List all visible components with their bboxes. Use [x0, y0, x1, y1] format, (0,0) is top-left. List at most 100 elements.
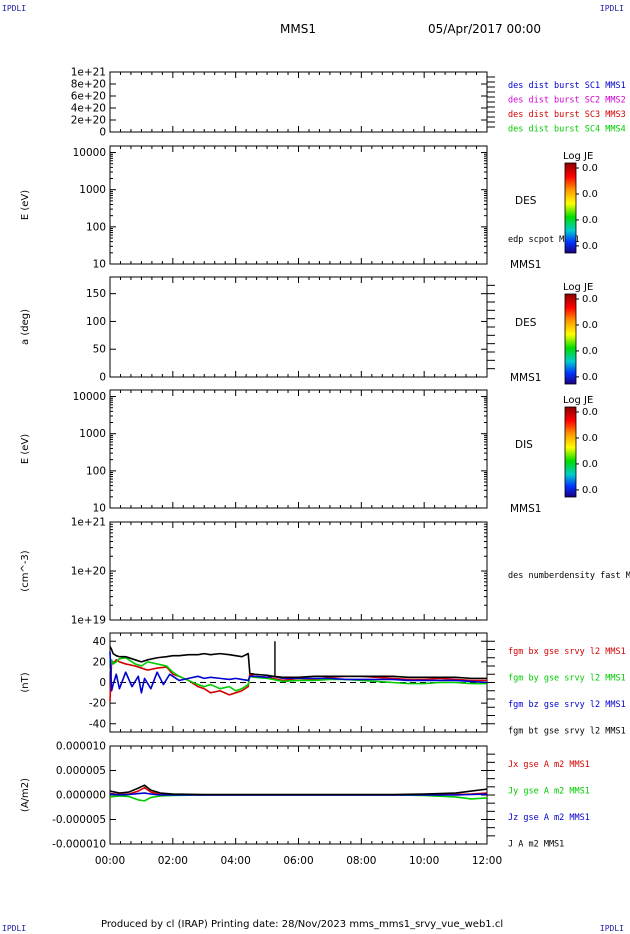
time-tick-label: 04:00 [221, 855, 251, 867]
y-tick-label: 6e+20 [71, 91, 106, 103]
y-tick-label: 20 [93, 656, 106, 668]
instrument-label: DES [515, 195, 537, 207]
panel-frame-des-energy [109, 145, 488, 265]
legend-entry: des dist burst SC3 MMS3 [508, 110, 626, 120]
y-axis-label: E (eV) [20, 434, 31, 464]
y-tick-label: 0.000000 [56, 790, 106, 802]
time-tick-label: 06:00 [283, 855, 313, 867]
y-tick-label: 50 [93, 344, 106, 356]
time-tick-label: 10:00 [409, 855, 439, 867]
corner-mark-bottom-left: IPDLI [2, 924, 27, 933]
colorbar-label: 0.0 [582, 241, 598, 252]
y-tick-label: 100 [86, 465, 106, 477]
legend-entry: des numberdensity fast M [508, 571, 630, 581]
panel-frame-density [109, 521, 488, 621]
series-line-Jy-gse-A-m2-MMS1 [109, 794, 488, 802]
panel-frame-dis-energy [109, 389, 488, 509]
colorbar-label: 0.0 [582, 433, 598, 444]
colorbar [564, 162, 577, 254]
legend-entry: Jx gse A m2 MMS1 [508, 760, 590, 770]
spacecraft-title: MMS1 [280, 22, 316, 36]
y-tick-label: -40 [89, 718, 106, 730]
time-tick-label: 12:00 [472, 855, 502, 867]
y-tick-label: 40 [93, 636, 106, 648]
y-axis-label: (A/m2) [20, 778, 31, 812]
series-line-fgm-bx-gse-srvy-l2-MMS1 [109, 659, 487, 702]
legend-entry: des dist burst SC2 MMS2 [508, 96, 626, 106]
colorbar-title: Log JE [563, 151, 593, 162]
colorbar-title: Log JE [563, 395, 593, 406]
y-tick-label: 10 [93, 259, 106, 271]
legend-entry: Jy gse A m2 MMS1 [508, 787, 590, 797]
colorbar-label: 0.0 [582, 459, 598, 470]
colorbar-label: 0.0 [582, 320, 598, 331]
plot-datetime: 05/Apr/2017 00:00 [428, 22, 542, 36]
legend-entry: Jz gse A m2 MMS1 [508, 813, 590, 823]
y-tick-label: 1e+21 [71, 67, 106, 79]
colorbar-label: 0.0 [582, 294, 598, 305]
y-tick-label: 100 [86, 316, 106, 328]
corner-mark-top-left: IPDLI [2, 4, 27, 13]
y-tick-label: 0.000010 [56, 741, 106, 753]
instrument-label: DIS [515, 439, 533, 451]
extra-label: edp scpot MMS1 [508, 235, 580, 245]
legend-entry: des dist burst SC4 MMS4 [508, 125, 626, 135]
legend-entry: fgm bz gse srvy l2 MMS1 [508, 700, 626, 710]
time-tick-label: 02:00 [158, 855, 188, 867]
legend-entry: fgm bt gse srvy l2 MMS1 [508, 727, 626, 737]
legend-entry: des dist burst SC1 MMS1 [508, 81, 626, 91]
colorbar-label: 0.0 [582, 163, 598, 174]
y-axis-label: E (eV) [20, 190, 31, 220]
y-tick-label: 1000 [79, 184, 106, 196]
y-axis-label: (nT) [20, 672, 31, 692]
series-line-fgm-by-gse-srvy-l2-MMS1 [109, 656, 487, 692]
colorbar-label: 0.0 [582, 485, 598, 496]
colorbar-label: 0.0 [582, 189, 598, 200]
series-line-fgm-bz-gse-srvy-l2-MMS1 [109, 651, 488, 694]
spacecraft-label: MMS1 [510, 259, 541, 271]
y-tick-label: 0.000005 [56, 765, 106, 777]
panel-frame-des-pitch [109, 276, 488, 378]
legend-entry: fgm by gse srvy l2 MMS1 [508, 674, 626, 684]
y-tick-label: 4e+20 [71, 103, 106, 115]
y-tick-label: -0.000005 [52, 814, 106, 826]
y-tick-label: 1e+20 [71, 566, 106, 578]
instrument-label: DES [515, 317, 537, 329]
y-tick-label: 1000 [79, 428, 106, 440]
y-axis-label: a (deg) [20, 309, 31, 345]
colorbar [564, 406, 577, 498]
y-tick-label: 1e+21 [71, 517, 106, 529]
colorbar-title: Log JE [563, 282, 593, 293]
colorbar-label: 0.0 [582, 407, 598, 418]
time-tick-label: 00:00 [95, 855, 125, 867]
y-tick-label: 8e+20 [71, 79, 106, 91]
colorbar-label: 0.0 [582, 346, 598, 357]
y-tick-label: 0 [99, 372, 106, 384]
legend-entry: J A m2 MMS1 [508, 840, 564, 850]
y-tick-label: 150 [86, 288, 106, 300]
corner-mark-bottom-right: IPDLI [599, 924, 624, 933]
panel-frame-dist-burst [109, 71, 488, 133]
series-line-fgm-bt-gse-srvy-l2-MMS1 [109, 646, 487, 680]
y-tick-label: 10 [93, 503, 106, 515]
y-axis-label: (cm^-3) [20, 550, 31, 591]
y-tick-label: 100 [86, 221, 106, 233]
series-line-J-A-m2-MMS1 [109, 784, 488, 796]
time-tick-label: 08:00 [346, 855, 376, 867]
y-tick-label: 2e+20 [71, 115, 106, 127]
legend-entry: fgm bx gse srvy l2 MMS1 [508, 647, 626, 657]
footer-credits: Produced by cl (IRAP) Printing date: 28/… [101, 919, 504, 930]
y-tick-label: 1e+19 [71, 615, 106, 627]
y-tick-label: 0 [99, 127, 106, 139]
y-tick-label: 10000 [73, 147, 106, 159]
colorbar-label: 0.0 [582, 215, 598, 226]
spacecraft-label: MMS1 [510, 503, 541, 515]
y-tick-label: -20 [89, 698, 106, 710]
corner-mark-top-right: IPDLI [599, 4, 624, 13]
spacecraft-label: MMS1 [510, 372, 541, 384]
y-tick-label: 10000 [73, 391, 106, 403]
y-tick-label: -0.000010 [52, 839, 106, 851]
y-tick-label: 0 [99, 677, 106, 689]
colorbar [564, 293, 577, 385]
